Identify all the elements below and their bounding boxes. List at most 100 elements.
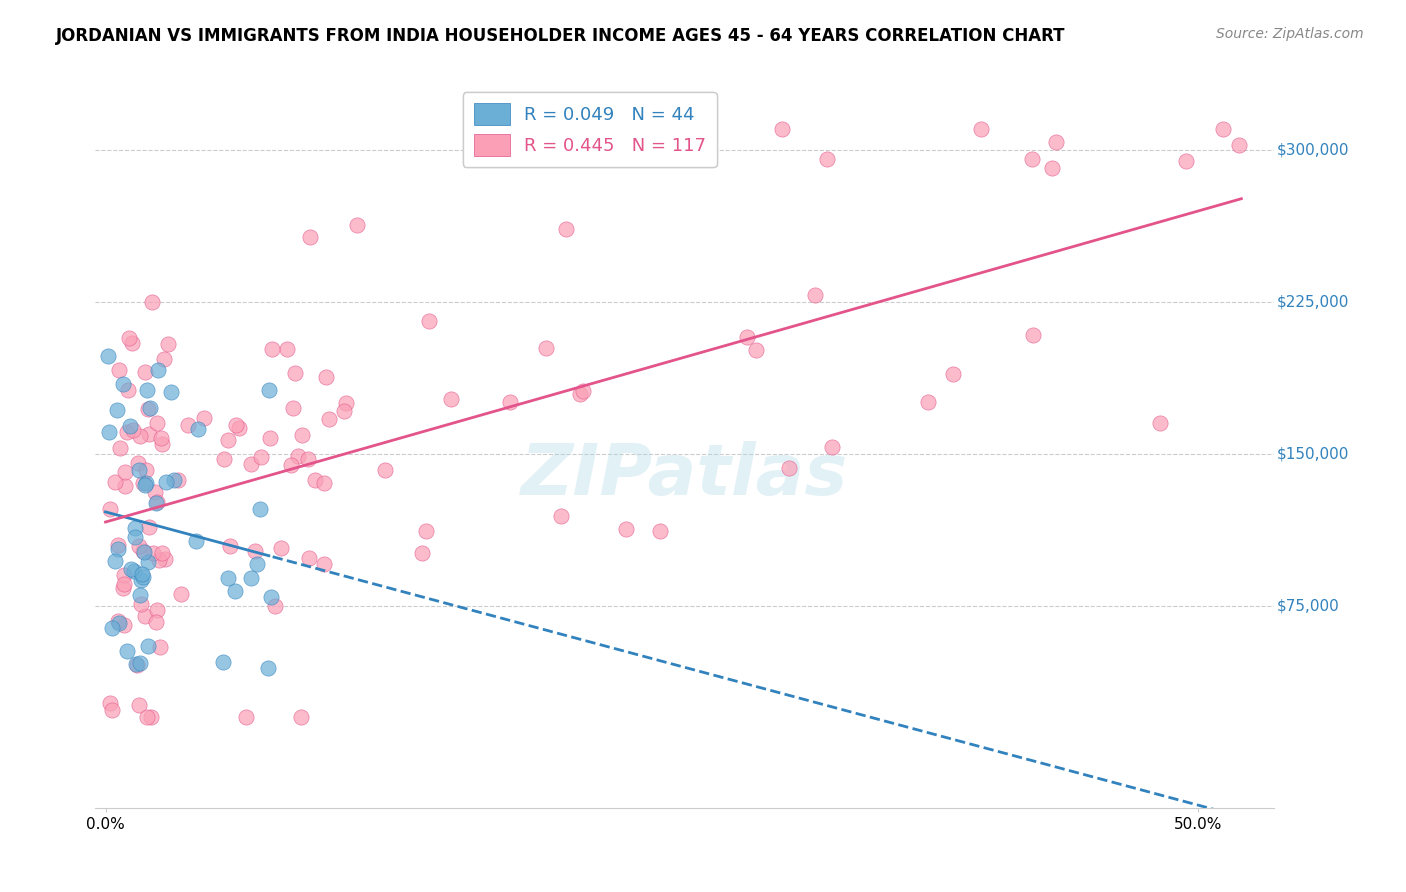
Point <box>136 710 159 724</box>
Point <box>318 412 340 426</box>
Point <box>276 342 298 356</box>
Point <box>120 418 142 433</box>
Text: $225,000: $225,000 <box>1277 294 1348 310</box>
Point <box>297 452 319 467</box>
Point <box>108 442 131 456</box>
Point <box>770 122 793 136</box>
Point <box>346 218 368 232</box>
Point <box>114 478 136 492</box>
Point <box>122 564 145 578</box>
Point <box>97 349 120 363</box>
Text: $300,000: $300,000 <box>1277 142 1348 157</box>
Point <box>143 484 166 499</box>
Point <box>112 577 135 591</box>
Point <box>217 433 239 447</box>
Point <box>145 496 167 510</box>
Point <box>778 460 800 475</box>
Point <box>745 343 768 357</box>
Point <box>1211 122 1233 136</box>
Point <box>314 558 336 572</box>
Point <box>128 588 150 602</box>
Point <box>176 418 198 433</box>
Point <box>284 366 307 380</box>
Point <box>249 502 271 516</box>
Point <box>211 655 233 669</box>
Point <box>250 450 273 465</box>
Point <box>125 657 148 672</box>
Point <box>239 571 262 585</box>
Point <box>228 421 250 435</box>
Point <box>155 475 177 490</box>
Point <box>1174 153 1197 168</box>
Point <box>139 401 162 416</box>
Point <box>1021 153 1043 167</box>
Point <box>290 710 312 724</box>
Point <box>260 342 283 356</box>
Point <box>243 544 266 558</box>
Point <box>153 552 176 566</box>
Point <box>146 363 169 377</box>
Point <box>121 423 143 437</box>
Point <box>571 384 593 398</box>
Point <box>212 452 235 467</box>
Point <box>917 395 939 409</box>
Point <box>120 562 142 576</box>
Point <box>132 475 155 490</box>
Point <box>134 478 156 492</box>
Point <box>193 411 215 425</box>
Point <box>260 591 283 605</box>
Point <box>942 368 965 382</box>
Point <box>534 341 557 355</box>
Point <box>259 432 281 446</box>
Point <box>128 463 150 477</box>
Point <box>259 384 281 398</box>
Point <box>163 473 186 487</box>
Point <box>104 475 127 490</box>
Point <box>145 495 167 509</box>
Point <box>735 329 758 343</box>
Point <box>136 555 159 569</box>
Point <box>374 463 396 477</box>
Point <box>218 540 240 554</box>
Point <box>415 524 437 538</box>
Point <box>108 615 131 630</box>
Point <box>160 384 183 399</box>
Point <box>821 440 844 454</box>
Point <box>411 545 433 559</box>
Point <box>225 417 247 432</box>
Point <box>150 546 173 560</box>
Point <box>101 702 124 716</box>
Point <box>142 546 165 560</box>
Point <box>112 618 135 632</box>
Point <box>107 615 129 629</box>
Text: ZIPatlas: ZIPatlas <box>520 441 848 510</box>
Point <box>128 539 150 553</box>
Point <box>107 538 129 552</box>
Point <box>270 541 292 555</box>
Point <box>280 458 302 472</box>
Point <box>136 639 159 653</box>
Point <box>128 698 150 713</box>
Point <box>815 152 838 166</box>
Point <box>124 521 146 535</box>
Point <box>263 599 285 614</box>
Point <box>1022 328 1045 343</box>
Point <box>315 369 337 384</box>
Point <box>146 416 169 430</box>
Text: $75,000: $75,000 <box>1277 599 1340 613</box>
Point <box>257 660 280 674</box>
Point <box>304 473 326 487</box>
Point <box>117 643 139 657</box>
Point <box>129 574 152 588</box>
Point <box>246 557 269 571</box>
Point <box>167 473 190 487</box>
Point <box>648 524 671 538</box>
Point <box>136 383 159 397</box>
Point <box>111 581 134 595</box>
Point <box>117 331 139 345</box>
Point <box>134 608 156 623</box>
Point <box>98 501 121 516</box>
Point <box>804 288 827 302</box>
Point <box>499 395 522 409</box>
Point <box>136 402 159 417</box>
